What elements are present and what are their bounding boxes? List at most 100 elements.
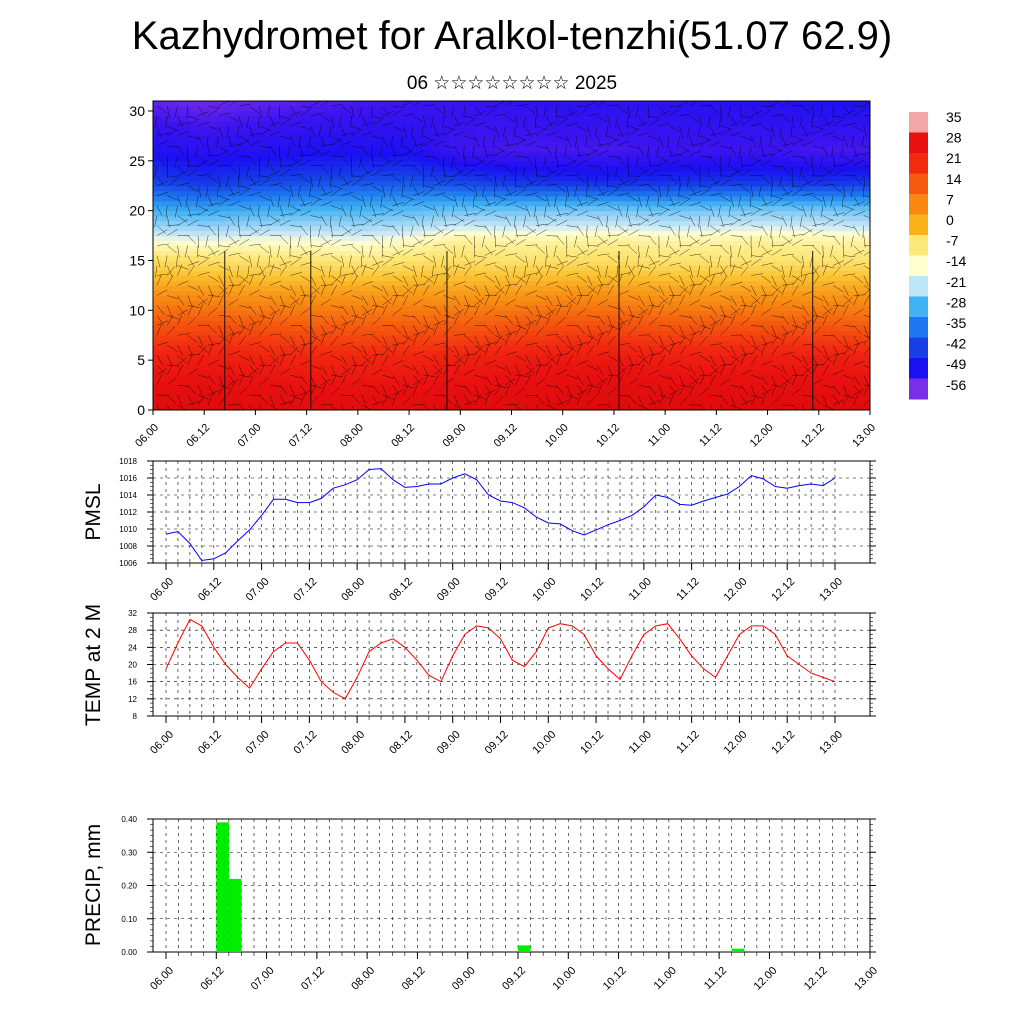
heatmap-cell [511, 300, 522, 306]
heatmap-cell [825, 140, 835, 147]
heatmap-cell [161, 315, 172, 321]
heatmap-cell [834, 220, 844, 227]
heatmap-cell [663, 120, 674, 127]
heatmap-cell [332, 250, 342, 257]
heatmap-cell [188, 250, 199, 257]
heatmap-cell [179, 145, 190, 152]
heatmap-cell [233, 330, 244, 336]
heatmap-cell [502, 225, 513, 232]
heatmap-cell [780, 315, 790, 321]
heatmap-cell [475, 101, 486, 107]
heatmap-cell [332, 320, 342, 326]
heatmap-cell [574, 330, 584, 336]
heatmap-cell [610, 160, 620, 167]
heatmap-cell [341, 205, 351, 212]
heatmap-cell [852, 380, 862, 386]
heatmap-cell [448, 370, 459, 376]
heatmap-cell [825, 195, 835, 202]
heatmap-cell [762, 365, 773, 371]
heatmap-cell [789, 360, 799, 366]
heatmap-cell [323, 400, 333, 406]
heatmap-cell [717, 320, 728, 326]
heatmap-cell [314, 140, 324, 147]
heatmap-cell [269, 330, 280, 336]
heatmap-cell [744, 325, 755, 331]
heatmap-cell [825, 320, 835, 326]
heatmap-cell [188, 235, 199, 242]
heatmap-cell [861, 215, 870, 222]
heatmap-cell [233, 320, 244, 326]
heatmap-cell [188, 195, 199, 202]
heatmap-cell [421, 255, 432, 262]
heatmap-cell [798, 265, 808, 272]
heatmap-cell [305, 240, 315, 247]
heatmap-cell [502, 360, 513, 366]
heatmap-cell [601, 120, 611, 127]
heatmap-cell [153, 385, 163, 391]
heatmap-cell [493, 335, 504, 341]
heatmap-cell [466, 385, 477, 391]
heatmap-cell [403, 170, 414, 177]
heatmap-cell [260, 280, 271, 286]
heatmap-cell [233, 175, 244, 182]
heatmap-cell [807, 235, 817, 242]
heatmap-cell [601, 170, 611, 177]
heatmap-cell [852, 395, 862, 401]
heatmap-cell [170, 285, 181, 291]
heatmap-cell [269, 235, 280, 242]
wind-barb [154, 165, 158, 178]
heatmap-cell [834, 200, 844, 207]
heatmap-cell [296, 190, 306, 197]
heatmap-cell [681, 245, 692, 252]
heatmap-cell [565, 330, 575, 336]
heatmap-cell [843, 170, 853, 177]
heatmap-cell [583, 345, 593, 351]
heatmap-cell [798, 340, 808, 346]
heatmap-cell [574, 345, 584, 351]
heatmap-cell [717, 235, 728, 242]
heatmap-cell [475, 310, 486, 316]
heatmap-cell [341, 305, 351, 311]
heatmap-cell [224, 205, 235, 212]
heatmap-cell [861, 275, 870, 282]
heatmap-cell [278, 155, 289, 162]
heatmap-cell [278, 285, 289, 291]
heatmap-cell [556, 120, 566, 127]
heatmap-cell [448, 185, 459, 192]
heatmap-cell [681, 340, 692, 346]
heatmap-cell [645, 265, 656, 272]
heatmap-cell [170, 235, 181, 242]
heatmap-cell [645, 101, 656, 107]
heatmap-cell [197, 340, 208, 346]
heatmap-cell [592, 180, 602, 187]
heatmap-cell [466, 365, 477, 371]
heatmap-cell [251, 125, 262, 132]
heatmap-cell [843, 185, 853, 192]
heatmap-cell [726, 205, 737, 212]
heatmap-cell [628, 205, 638, 212]
heatmap-cell [645, 245, 656, 252]
heatmap-cell [520, 160, 531, 167]
heatmap-cell [592, 110, 602, 117]
heatmap-cell [215, 345, 226, 351]
heatmap-cell [825, 225, 835, 232]
heatmap-cell [726, 175, 737, 182]
heatmap-cell [269, 315, 280, 321]
heatmap-cell [789, 135, 799, 142]
heatmap-cell [636, 230, 647, 237]
heatmap-cell [780, 145, 790, 152]
heatmap-cell [547, 240, 557, 247]
heatmap-cell [699, 395, 710, 401]
heatmap-cell [690, 265, 701, 272]
heatmap-cell [556, 325, 566, 331]
heatmap-cell [394, 240, 405, 247]
heatmap-cell [368, 195, 378, 202]
heatmap-cell [233, 360, 244, 366]
heatmap-cell [861, 280, 870, 286]
heatmap-cell [610, 175, 620, 182]
heatmap-cell [681, 265, 692, 272]
heatmap-cell [323, 175, 333, 182]
heatmap-cell [305, 170, 315, 177]
heatmap-cell [816, 125, 826, 132]
heatmap-cell [789, 105, 799, 112]
